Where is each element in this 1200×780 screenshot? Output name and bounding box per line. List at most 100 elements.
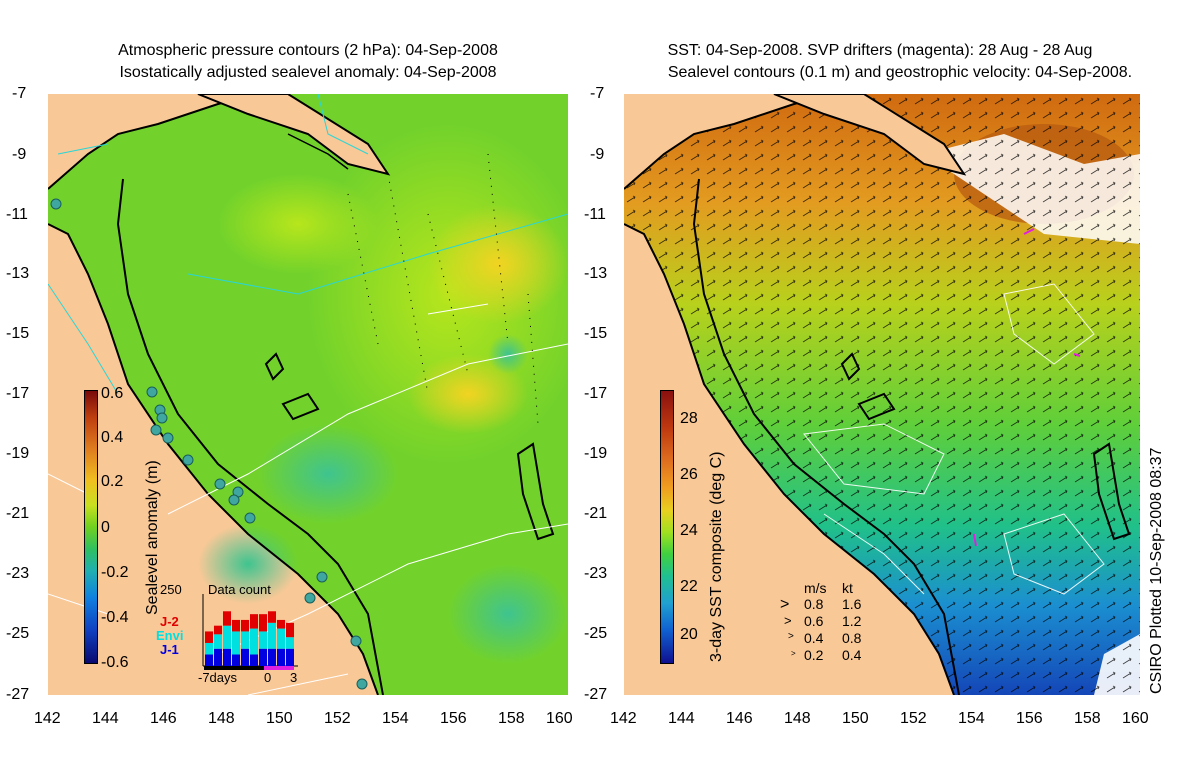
data-count-bar-j-2 [286, 622, 294, 638]
legend-header-ms: m/s [804, 580, 827, 596]
sst-cb-tick: 24 [680, 522, 698, 539]
data-count-bar-envi [250, 628, 258, 655]
data-count-bar-envi [241, 631, 249, 649]
solomon-islands [264, 352, 320, 421]
y-tick: -11 [6, 206, 28, 223]
sla-cb-tick: 0.2 [101, 473, 124, 490]
legend-ms: 0.8 [804, 596, 824, 612]
sst-cb-tick: 26 [680, 466, 698, 483]
data-count-bar-j-2 [250, 614, 258, 629]
new-caledonia [1092, 442, 1131, 541]
y-tick: -9 [12, 146, 27, 163]
y-tick: -9 [590, 146, 605, 163]
data-count-bar-envi [223, 625, 231, 649]
left-title-line1: Atmospheric pressure contours (2 hPa): 0… [118, 42, 498, 59]
legend-ms: 0.6 [804, 613, 824, 629]
data-count-bar-envi [268, 622, 276, 649]
y-tick: -27 [584, 686, 608, 703]
x-tick: 142 [610, 710, 637, 727]
shelf-contour [116, 178, 384, 695]
sst-colorbar-label: 3-day SST composite (deg C) [708, 451, 725, 662]
x-tick: 156 [440, 710, 467, 727]
data-count-bar-j-1 [205, 654, 213, 666]
sla-map-panel[interactable] [48, 94, 568, 695]
x-tick: 154 [382, 710, 409, 727]
sla-cb-tick: 0.6 [101, 385, 124, 402]
data-count-bar-j-2 [223, 611, 231, 626]
data-count-inset: 250 Data count J-2 Envi J-1 -7days 0 3 [156, 582, 300, 694]
data-count-bar-j-1 [277, 648, 285, 666]
y-tick: -27 [6, 686, 30, 703]
svp-drifter-tracks [973, 228, 1081, 547]
x-tick: 150 [266, 710, 293, 727]
data-count-bar-j-2 [214, 625, 222, 635]
y-tick: -13 [584, 265, 608, 282]
data-count-max: 250 [160, 582, 182, 597]
legend-kt: 0.8 [842, 630, 862, 646]
data-count-chart [202, 594, 298, 670]
x-tick: 154 [958, 710, 985, 727]
data-count-series-envi: Envi [156, 628, 184, 643]
y-tick: -21 [6, 505, 30, 522]
sst-colorbar [660, 390, 674, 664]
data-count-bar-j-2 [205, 631, 213, 643]
data-count-x-zero: 0 [264, 670, 272, 685]
data-count-bar-j-1 [250, 654, 258, 666]
sla-cb-tick: 0 [101, 519, 110, 536]
data-count-x-start: -7days [198, 670, 238, 685]
x-tick: 144 [92, 710, 119, 727]
legend-kt: 0.4 [842, 647, 862, 663]
y-tick: -23 [584, 565, 608, 582]
data-count-series-j2: J-2 [160, 614, 179, 629]
data-count-bar-envi [232, 631, 240, 655]
y-tick: -11 [584, 206, 606, 223]
sst-cb-tick: 20 [680, 626, 698, 643]
arrow-icon: > [788, 631, 794, 642]
data-count-title: Data count [208, 582, 271, 597]
sst-map-panel[interactable] [624, 94, 1140, 695]
x-tick: 158 [1074, 710, 1101, 727]
data-count-series-j1: J-1 [160, 642, 179, 657]
y-tick: -25 [584, 625, 608, 642]
data-count-bar-j-2 [232, 619, 240, 632]
right-title-line2: Sealevel contours (0.1 m) and geostrophi… [667, 64, 1133, 81]
data-count-bar-j-1 [232, 654, 240, 666]
legend-header-kt: kt [842, 580, 853, 596]
data-count-bar-j-1 [268, 648, 276, 666]
data-count-bar-j-2 [241, 619, 249, 632]
shelf-contour [692, 178, 960, 695]
y-tick: -13 [6, 265, 30, 282]
y-tick: -19 [6, 445, 30, 462]
x-tick: 150 [842, 710, 869, 727]
sla-cb-tick: 0.4 [101, 429, 124, 446]
sst-cb-tick: 22 [680, 578, 698, 595]
y-tick: -7 [12, 85, 27, 102]
x-tick: 142 [34, 710, 61, 727]
data-count-bar-j-1 [241, 648, 249, 666]
y-tick: -25 [6, 625, 30, 642]
sla-cb-tick: -0.2 [101, 564, 129, 581]
arrow-icon: > [791, 649, 796, 658]
sla-map [48, 94, 568, 695]
x-tick: 160 [1122, 710, 1149, 727]
sst-cb-tick: 28 [680, 410, 698, 427]
y-tick: -15 [584, 325, 608, 342]
solomon-islands [840, 352, 896, 421]
new-caledonia [516, 442, 555, 541]
x-tick: 148 [784, 710, 811, 727]
data-count-bar-j-1 [223, 648, 231, 666]
x-tick: 156 [1016, 710, 1043, 727]
data-count-bar-j-2 [277, 619, 285, 629]
x-tick: 144 [668, 710, 695, 727]
legend-ms: 0.4 [804, 630, 824, 646]
y-tick: -17 [584, 385, 608, 402]
sla-cb-tick: -0.4 [101, 609, 129, 626]
velocity-legend: m/s kt > 0.8 1.6 > 0.6 1.2 > 0.4 0.8 > 0… [776, 580, 886, 670]
png-coast [773, 94, 967, 176]
data-count-bar-j-2 [268, 611, 276, 623]
y-tick: -15 [6, 325, 30, 342]
data-count-bar-j-1 [286, 648, 294, 666]
data-count-bar-envi [214, 634, 222, 649]
x-tick: 160 [546, 710, 573, 727]
data-count-bar-envi [205, 642, 213, 655]
